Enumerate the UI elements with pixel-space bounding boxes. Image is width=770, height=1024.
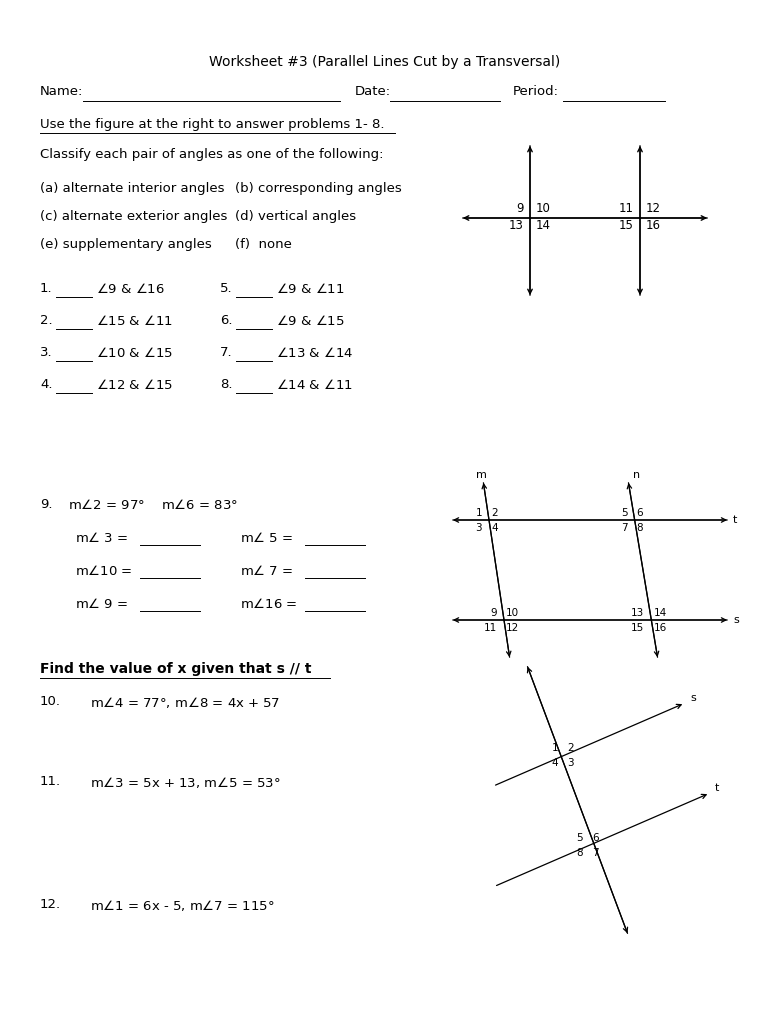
Text: Use the figure at the right to answer problems 1- 8.: Use the figure at the right to answer pr… <box>40 118 384 131</box>
Text: m$\angle$ 9 =: m$\angle$ 9 = <box>75 597 129 611</box>
Text: 16: 16 <box>653 623 667 633</box>
Text: 2: 2 <box>491 508 497 518</box>
Text: 7.: 7. <box>220 346 233 359</box>
Text: Find the value of x given that s // t: Find the value of x given that s // t <box>40 662 312 676</box>
Text: 1.: 1. <box>40 282 52 295</box>
Text: (d) vertical angles: (d) vertical angles <box>235 210 356 223</box>
Text: m$\angle$10 =: m$\angle$10 = <box>75 564 132 578</box>
Text: 10: 10 <box>506 608 519 618</box>
Text: s: s <box>690 693 696 703</box>
Text: 12: 12 <box>506 623 519 633</box>
Text: $\angle$15 & $\angle$11: $\angle$15 & $\angle$11 <box>96 314 173 328</box>
Text: (f)  none: (f) none <box>235 238 292 251</box>
Text: (b) corresponding angles: (b) corresponding angles <box>235 182 402 195</box>
Text: $\angle$10 & $\angle$15: $\angle$10 & $\angle$15 <box>96 346 173 360</box>
Text: 9: 9 <box>490 608 497 618</box>
Text: (e) supplementary angles: (e) supplementary angles <box>40 238 212 251</box>
Text: 15: 15 <box>619 219 634 232</box>
Text: 8.: 8. <box>220 378 233 391</box>
Text: 11.: 11. <box>40 775 61 788</box>
Text: $\angle$9 & $\angle$11: $\angle$9 & $\angle$11 <box>276 282 345 296</box>
Text: n: n <box>633 470 640 480</box>
Text: 9.: 9. <box>40 498 52 511</box>
Text: $\angle$14 & $\angle$11: $\angle$14 & $\angle$11 <box>276 378 353 392</box>
Text: 4: 4 <box>551 758 558 768</box>
Text: 13: 13 <box>509 219 524 232</box>
Text: 3: 3 <box>567 758 574 768</box>
Text: 5: 5 <box>577 833 583 843</box>
Text: 6: 6 <box>592 833 598 843</box>
Text: s: s <box>733 615 738 625</box>
Text: 16: 16 <box>646 219 661 232</box>
Text: $\angle$9 & $\angle$15: $\angle$9 & $\angle$15 <box>276 314 345 328</box>
Text: 13: 13 <box>631 608 644 618</box>
Text: m$\angle$ 7 =: m$\angle$ 7 = <box>240 564 293 578</box>
Text: 2.: 2. <box>40 314 52 327</box>
Text: (c) alternate exterior angles: (c) alternate exterior angles <box>40 210 227 223</box>
Text: 10: 10 <box>536 202 551 215</box>
Text: Period:: Period: <box>513 85 559 98</box>
Text: 1: 1 <box>475 508 482 518</box>
Text: 8: 8 <box>577 848 583 858</box>
Text: 14: 14 <box>653 608 667 618</box>
Text: m$\angle$16 =: m$\angle$16 = <box>240 597 297 611</box>
Text: 6: 6 <box>637 508 643 518</box>
Text: 4.: 4. <box>40 378 52 391</box>
Text: m$\angle$4 = 77°, m$\angle$8 = 4x + 57: m$\angle$4 = 77°, m$\angle$8 = 4x + 57 <box>90 695 280 710</box>
Text: 5.: 5. <box>220 282 233 295</box>
Text: 7: 7 <box>621 523 628 534</box>
Text: 8: 8 <box>637 523 643 534</box>
Text: Name:: Name: <box>40 85 83 98</box>
Text: m$\angle$ 3 =: m$\angle$ 3 = <box>75 531 129 545</box>
Text: 6.: 6. <box>220 314 233 327</box>
Text: 1: 1 <box>551 743 558 753</box>
Text: 3.: 3. <box>40 346 52 359</box>
Text: $\angle$9 & $\angle$16: $\angle$9 & $\angle$16 <box>96 282 165 296</box>
Text: (a) alternate interior angles: (a) alternate interior angles <box>40 182 225 195</box>
Text: m: m <box>476 470 487 480</box>
Text: 11: 11 <box>484 623 497 633</box>
Text: 12.: 12. <box>40 898 61 911</box>
Text: $\angle$12 & $\angle$15: $\angle$12 & $\angle$15 <box>96 378 173 392</box>
Text: t: t <box>733 515 738 525</box>
Text: 5: 5 <box>621 508 628 518</box>
Text: 3: 3 <box>475 523 482 534</box>
Text: 15: 15 <box>631 623 644 633</box>
Text: Classify each pair of angles as one of the following:: Classify each pair of angles as one of t… <box>40 148 383 161</box>
Text: Date:: Date: <box>355 85 391 98</box>
Text: 4: 4 <box>491 523 497 534</box>
Text: 2: 2 <box>567 743 574 753</box>
Text: t: t <box>715 783 719 793</box>
Text: 10.: 10. <box>40 695 61 708</box>
Text: m$\angle$3 = 5x + 13, m$\angle$5 = 53°: m$\angle$3 = 5x + 13, m$\angle$5 = 53° <box>90 775 281 790</box>
Text: m$\angle$1 = 6x - 5, m$\angle$7 = 115°: m$\angle$1 = 6x - 5, m$\angle$7 = 115° <box>90 898 274 913</box>
Text: m$\angle$ 5 =: m$\angle$ 5 = <box>240 531 293 545</box>
Text: Worksheet #3 (Parallel Lines Cut by a Transversal): Worksheet #3 (Parallel Lines Cut by a Tr… <box>209 55 561 69</box>
Text: m$\angle$2 = 97°    m$\angle$6 = 83°: m$\angle$2 = 97° m$\angle$6 = 83° <box>68 498 238 512</box>
Text: 11: 11 <box>619 202 634 215</box>
Text: 12: 12 <box>646 202 661 215</box>
Text: $\angle$13 & $\angle$14: $\angle$13 & $\angle$14 <box>276 346 353 360</box>
Text: 14: 14 <box>536 219 551 232</box>
Text: 9: 9 <box>517 202 524 215</box>
Text: 7: 7 <box>592 848 598 858</box>
